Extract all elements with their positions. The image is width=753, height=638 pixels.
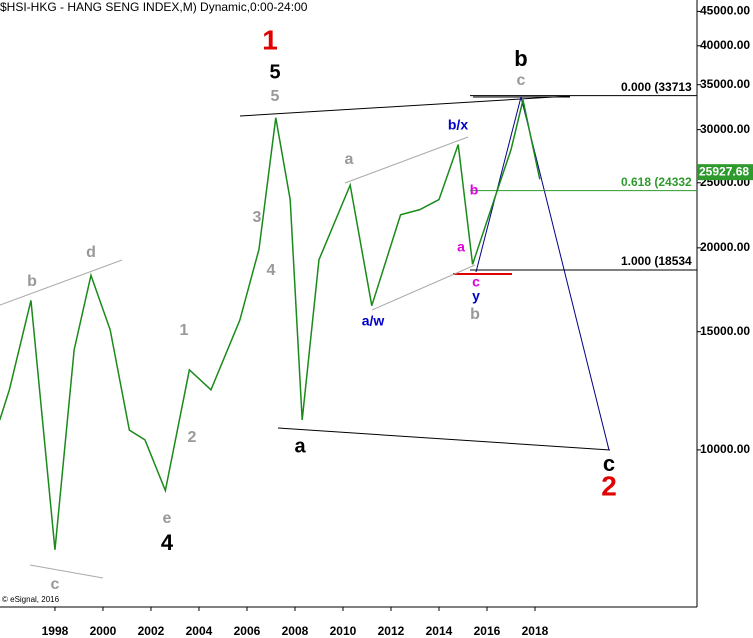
x-tick-label: 2012 bbox=[378, 624, 405, 638]
credit: © eSignal, 2016 bbox=[2, 595, 60, 604]
x-tick-label: 2000 bbox=[90, 624, 117, 638]
x-tick-label: 1998 bbox=[42, 624, 69, 638]
x-tick-label: 2010 bbox=[330, 624, 357, 638]
y-tick-label: 35000.00 bbox=[700, 77, 750, 91]
wave-label: 5 bbox=[269, 61, 280, 83]
wave-label: y bbox=[472, 288, 480, 304]
wave-label: a bbox=[294, 435, 306, 457]
wave-label: a/w bbox=[362, 313, 385, 329]
wave-label: c bbox=[472, 274, 480, 290]
channel-line bbox=[0, 259, 123, 306]
x-tick-label: 2004 bbox=[186, 624, 213, 638]
y-tick-label: 40000.00 bbox=[700, 38, 750, 52]
wave-label: 2 bbox=[601, 470, 617, 501]
x-tick-label: 2014 bbox=[426, 624, 453, 638]
x-tick-label: 2018 bbox=[522, 624, 549, 638]
trend-line bbox=[277, 427, 611, 451]
wave-label: 4 bbox=[267, 262, 276, 279]
fib-label: 1.000 (18534 bbox=[621, 254, 692, 268]
wave-label: b/x bbox=[448, 117, 468, 133]
x-tick-label: 2016 bbox=[474, 624, 501, 638]
y-tick-label: 45000.00 bbox=[700, 4, 750, 18]
wave-label: 4 bbox=[161, 530, 174, 555]
y-tick-label: 10000.00 bbox=[700, 442, 750, 456]
wave-label: c bbox=[603, 451, 615, 476]
last-price-box bbox=[697, 164, 753, 181]
fib-label: 0.000 (33713 bbox=[621, 80, 692, 94]
wave-label: b bbox=[27, 273, 37, 290]
trend-lines bbox=[239, 95, 611, 451]
wave-label: 3 bbox=[253, 209, 262, 226]
last-price-label: 25927.68 bbox=[699, 164, 749, 178]
price-line bbox=[0, 99, 541, 550]
wave-label: 1 bbox=[262, 24, 278, 55]
wave-label: 1 bbox=[180, 322, 189, 339]
y-tick-label: 20000.00 bbox=[700, 240, 750, 254]
wave-label: b bbox=[470, 306, 480, 323]
projection-line bbox=[520, 96, 610, 451]
wave-label: c bbox=[51, 576, 60, 593]
wave-label: b bbox=[514, 46, 527, 71]
fib-label: 0.618 (24332 bbox=[621, 175, 692, 189]
channel-line bbox=[344, 136, 469, 184]
wave-label: d bbox=[86, 244, 96, 261]
wave-label: 2 bbox=[188, 429, 197, 446]
trend-line bbox=[239, 95, 571, 117]
channel-line bbox=[29, 564, 104, 579]
wave-label: 5 bbox=[271, 88, 280, 105]
wave-label: a bbox=[345, 151, 354, 168]
x-tick-label: 2006 bbox=[234, 624, 261, 638]
channel-line bbox=[371, 264, 476, 311]
wave-label: b bbox=[470, 182, 479, 198]
y-tick-label: 15000.00 bbox=[700, 324, 750, 338]
wave-label: c bbox=[517, 72, 526, 89]
y-tick-label: 30000.00 bbox=[700, 122, 750, 136]
chart-title: $HSI-HKG - HANG SENG INDEX,M) Dynamic,0:… bbox=[0, 0, 308, 14]
channel-lines bbox=[0, 136, 476, 579]
x-tick-label: 2002 bbox=[138, 624, 165, 638]
wave-label: a bbox=[457, 239, 465, 255]
wave-label: e bbox=[163, 510, 172, 527]
x-tick-label: 2008 bbox=[282, 624, 309, 638]
